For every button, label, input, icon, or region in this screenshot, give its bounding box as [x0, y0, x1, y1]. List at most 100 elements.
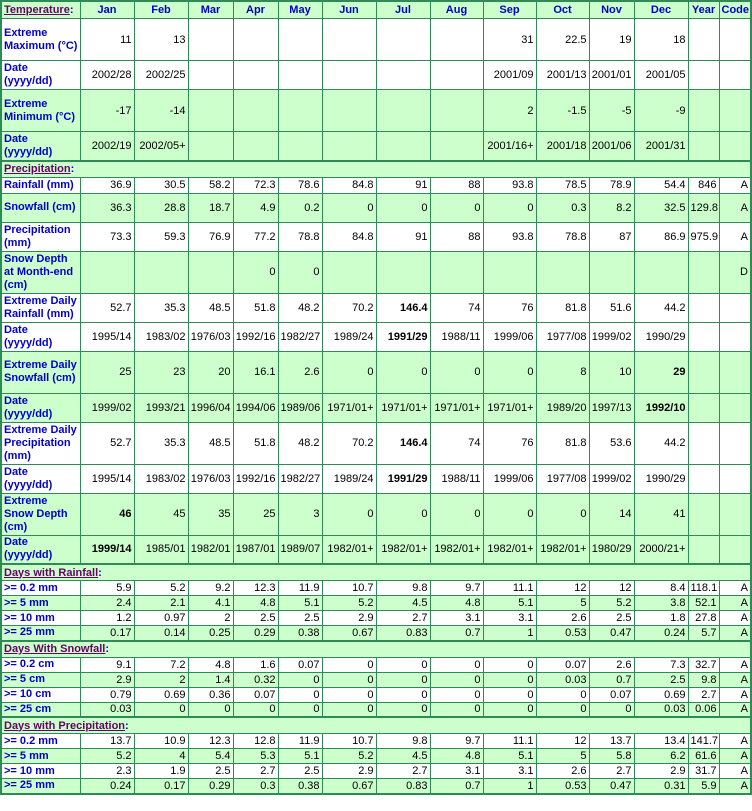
data-cell-feb: 1983/02	[133, 321, 189, 352]
data-cell-jun: 0	[321, 656, 377, 673]
section-link[interactable]: Days With Snowfall	[4, 643, 106, 655]
data-cell-apr: 1992/16	[232, 321, 279, 352]
table-row: >= 0.2 mm 5.9 5.2 9.2 12.3 11.9 10.7 9.8 9.7 11.1…	[0, 580, 752, 596]
data-cell-apr: 12.3	[232, 580, 279, 596]
data-cell-feb: -14	[133, 89, 189, 132]
data-cell-apr: 51.8	[232, 421, 279, 465]
data-cell-jul: 0	[375, 671, 431, 688]
row-label: >= 25 cm	[0, 701, 81, 718]
data-cell-code	[718, 492, 752, 536]
data-cell-may: 11.9	[277, 733, 323, 749]
data-cell-dec: 13.4	[633, 733, 689, 749]
data-cell-nov: 78.9	[588, 176, 635, 194]
data-cell-feb: 23	[133, 350, 189, 394]
data-cell-feb: 2	[133, 671, 189, 688]
data-cell-apr: 12.8	[232, 733, 279, 749]
data-cell-apr: 0	[232, 250, 279, 294]
data-cell-apr	[232, 131, 279, 161]
data-cell-nov: 53.6	[588, 421, 635, 465]
temperature-link[interactable]: Temperature	[4, 4, 70, 16]
table-row: Rainfall (mm) 36.9 30.5 58.2 72.3 78.6 84.8 91 8…	[0, 176, 752, 194]
data-cell-feb: 1983/02	[133, 463, 189, 494]
data-cell-jul	[375, 89, 431, 132]
data-cell-apr: 1992/16	[232, 463, 279, 494]
table-row: Date (yyyy/dd) 2002/19 2002/05+ 2001/16+ 200…	[0, 131, 752, 161]
data-cell-may: 48.2	[277, 421, 323, 465]
data-cell-year: 118.1	[687, 580, 720, 596]
data-cell-may: 78.8	[277, 221, 323, 252]
data-cell-year: 141.7	[687, 733, 720, 749]
data-cell-code	[718, 463, 752, 494]
data-cell-feb	[133, 250, 189, 294]
data-cell-aug: 4.8	[429, 748, 484, 764]
data-cell-jan: 1995/14	[79, 321, 135, 352]
data-cell-jul: 9.8	[375, 733, 431, 749]
data-cell-sep: 93.8	[482, 176, 537, 194]
data-cell-jun: 84.8	[321, 176, 377, 194]
data-cell-may: 1989/07	[277, 534, 323, 565]
data-cell-aug: 74	[429, 292, 484, 323]
data-cell-apr: 77.2	[232, 221, 279, 252]
data-cell-mar	[187, 89, 234, 132]
data-cell-may: 0.07	[277, 656, 323, 673]
data-cell-oct: 2001/18	[535, 131, 590, 161]
data-cell-sep: 0	[482, 671, 537, 688]
data-cell-sep: 11.1	[482, 733, 537, 749]
data-cell-jan: 5.2	[79, 748, 135, 764]
data-cell-mar: 48.5	[187, 421, 234, 465]
data-cell-may	[277, 131, 323, 161]
data-cell-aug: 88	[429, 176, 484, 194]
data-cell-may: 0.38	[277, 778, 323, 794]
data-cell-mar: 76.9	[187, 221, 234, 252]
data-cell-jan: 2002/28	[79, 60, 135, 90]
data-cell-code	[718, 321, 752, 352]
data-cell-dec: 1.8	[633, 610, 689, 626]
data-cell-nov	[588, 250, 635, 294]
table-row: >= 25 mm 0.17 0.14 0.25 0.29 0.38 0.67 0.83 0.7 1…	[0, 625, 752, 641]
data-cell-oct: 81.8	[535, 421, 590, 465]
data-cell-year: 129.8	[687, 192, 720, 223]
data-cell-sep: 1	[482, 625, 537, 641]
section-link[interactable]: Days with Rainfall	[4, 566, 99, 579]
data-cell-aug: 3.1	[429, 610, 484, 626]
data-cell-aug	[429, 89, 484, 132]
data-cell-dec: 2000/21+	[633, 534, 689, 565]
data-cell-jun: 1989/24	[321, 463, 377, 494]
data-cell-feb: 2.1	[133, 595, 189, 611]
column-header-jan: Jan	[79, 0, 135, 19]
data-cell-may	[277, 89, 323, 132]
data-cell-nov: 2.5	[588, 610, 635, 626]
row-label: Date (yyyy/dd)	[0, 463, 81, 494]
data-cell-nov: 12	[588, 580, 635, 596]
data-cell-dec: 0.24	[633, 625, 689, 641]
column-header-oct: Oct	[535, 0, 590, 19]
data-cell-oct: 0.07	[535, 656, 590, 673]
data-cell-aug: 0	[429, 656, 484, 673]
table-row: Extreme Daily Rainfall (mm) 52.7 35.3 48.5 5…	[0, 292, 752, 323]
data-cell-jan: 2.4	[79, 595, 135, 611]
data-cell-dec: -9	[633, 89, 689, 132]
data-cell-mar: 1976/03	[187, 463, 234, 494]
data-cell-may	[277, 60, 323, 90]
section-link[interactable]: Precipitation	[4, 163, 71, 175]
data-cell-dec: 0.31	[633, 778, 689, 794]
data-cell-year	[687, 492, 720, 536]
data-cell-jan: 0.03	[79, 701, 135, 718]
data-cell-jul: 0	[375, 686, 431, 703]
table-row: Date (yyyy/dd) 1995/14 1983/02 1976/03 1992/…	[0, 463, 752, 494]
table-row: >= 25 cm 0.03 0 0 0 0 0 0 0 0 0 0 0.03 0.06 A	[0, 701, 752, 718]
data-cell-sep: 0	[482, 350, 537, 394]
data-cell-jan: 0.79	[79, 686, 135, 703]
temperature-section-heading: Temperature:	[0, 0, 81, 19]
data-cell-jun: 2.9	[321, 610, 377, 626]
data-cell-nov: 1999/02	[588, 463, 635, 494]
data-cell-code	[718, 421, 752, 465]
data-cell-code: D	[718, 250, 752, 294]
data-cell-apr: 5.3	[232, 748, 279, 764]
section-link[interactable]: Days with Precipitation	[4, 719, 126, 732]
row-label: Precipitation (mm)	[0, 221, 81, 252]
colon: :	[70, 163, 75, 175]
data-cell-nov: 2.6	[588, 656, 635, 673]
data-cell-jul: 91	[375, 221, 431, 252]
data-cell-aug: 0	[429, 350, 484, 394]
